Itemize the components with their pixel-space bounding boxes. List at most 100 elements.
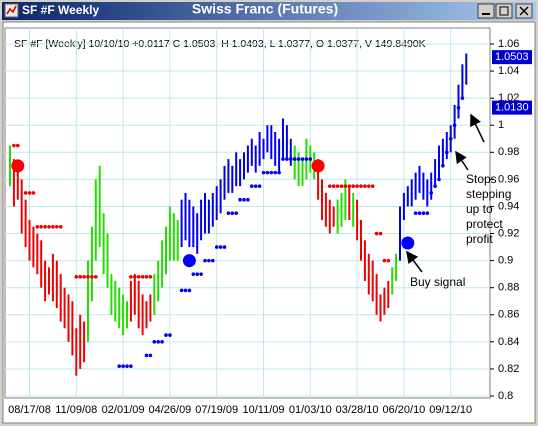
stop-dot <box>413 211 418 216</box>
signal-dot <box>401 236 415 250</box>
stop-dot <box>187 288 192 293</box>
stop-dot <box>441 164 445 168</box>
stop-dot <box>222 245 227 249</box>
stop-dot <box>234 211 238 216</box>
stop-dot <box>277 170 281 175</box>
stop-dot <box>148 353 153 358</box>
stop-dot <box>160 340 164 344</box>
stop-dot <box>152 340 157 344</box>
stop-dot <box>456 105 461 110</box>
stop-dot <box>448 136 453 141</box>
x-tick-label: 08/17/08 <box>8 404 51 416</box>
stop-dot <box>328 184 332 188</box>
stop-dot <box>386 258 391 263</box>
y-tick-label: 0.94 <box>498 200 519 212</box>
window-buttons[interactable] <box>477 3 533 19</box>
y-tick-label: 0.86 <box>498 309 519 321</box>
stop-dot <box>23 191 28 195</box>
stop-dot <box>425 211 430 216</box>
y-tick-label: 0.96 <box>498 173 519 185</box>
annotation: Buy signal <box>410 275 465 289</box>
stop-dot <box>31 191 36 195</box>
stop-dot <box>129 275 133 279</box>
minimize-button[interactable] <box>477 3 495 19</box>
y-tick-label: 1.04 <box>498 65 519 77</box>
stop-dot <box>304 157 309 161</box>
stop-dot <box>133 275 137 279</box>
stop-dot <box>382 258 387 263</box>
stop-dot <box>15 143 20 148</box>
stop-dot <box>242 197 246 202</box>
stop-dot <box>195 272 199 276</box>
stop-dot <box>191 272 196 276</box>
maximize-button[interactable] <box>495 3 513 19</box>
stop-dot <box>367 184 371 188</box>
signal-dot <box>311 159 325 173</box>
price-tag <box>492 100 532 115</box>
y-tick-label: 1.06 <box>498 38 519 50</box>
stop-dot <box>218 245 223 249</box>
stop-dot <box>331 184 336 188</box>
chart-layer: 0.80.820.840.860.880.90.920.940.960.9811… <box>5 28 532 416</box>
stop-dot <box>168 333 172 337</box>
stop-dot <box>433 184 437 188</box>
stop-dot <box>148 275 153 279</box>
stop-dot <box>281 157 285 161</box>
stop-dot <box>355 184 359 188</box>
x-tick-label: 07/19/09 <box>195 404 238 416</box>
title-bar <box>2 2 536 20</box>
window-title: SF #F Weekly <box>22 3 99 17</box>
stop-dot <box>144 275 149 279</box>
stop-dot <box>125 364 129 369</box>
y-tick-label: 0.88 <box>498 282 519 294</box>
stop-dot <box>343 184 348 188</box>
stop-dot <box>86 275 90 279</box>
stop-dot <box>55 224 59 229</box>
maximize-glyph <box>499 6 509 16</box>
annotation: profit <box>466 232 493 246</box>
stop-dot <box>121 364 125 369</box>
annotation: up to <box>466 202 493 216</box>
window-icon-glyph <box>6 5 17 15</box>
stop-dot <box>257 184 262 188</box>
y-tick-label: 0.84 <box>498 336 519 348</box>
stop-dot <box>292 157 297 161</box>
y-tick-label: 0.92 <box>498 227 519 239</box>
y-tick-label: 1 <box>498 119 504 131</box>
stop-dot <box>359 184 363 188</box>
stop-dot <box>437 177 441 182</box>
stop-dot <box>58 224 63 229</box>
stop-dot <box>27 191 32 195</box>
x-tick-label: 02/01/09 <box>102 404 145 416</box>
stop-dot <box>12 143 16 148</box>
stop-dot <box>285 157 289 161</box>
signal-dot <box>11 159 25 173</box>
arrow <box>455 150 469 171</box>
stop-dot <box>351 184 356 188</box>
stop-dot <box>250 184 254 188</box>
stop-dot <box>452 123 457 128</box>
stop-dot <box>43 224 47 229</box>
stop-dot <box>370 184 375 188</box>
stop-dot <box>39 224 43 229</box>
plot-area <box>4 27 491 399</box>
stop-dot <box>429 191 434 195</box>
stop-dot <box>230 211 235 216</box>
stop-dot <box>203 258 207 263</box>
annotation: stepping <box>466 187 511 201</box>
y-tick-label: 0.9 <box>498 255 513 267</box>
stop-dot <box>273 170 278 175</box>
x-tick-label: 09/12/10 <box>429 404 472 416</box>
stop-dot <box>136 275 141 279</box>
x-tick-label: 10/11/09 <box>242 404 284 416</box>
stop-dot <box>140 275 145 279</box>
stop-dot <box>308 157 313 161</box>
stop-dot <box>214 245 219 249</box>
stop-dot <box>246 197 250 202</box>
stop-dot <box>199 272 203 276</box>
stop-dot <box>47 224 51 229</box>
stop-dot <box>82 275 86 279</box>
x-tick-label: 06/20/10 <box>382 404 425 416</box>
stop-dot <box>226 211 231 216</box>
